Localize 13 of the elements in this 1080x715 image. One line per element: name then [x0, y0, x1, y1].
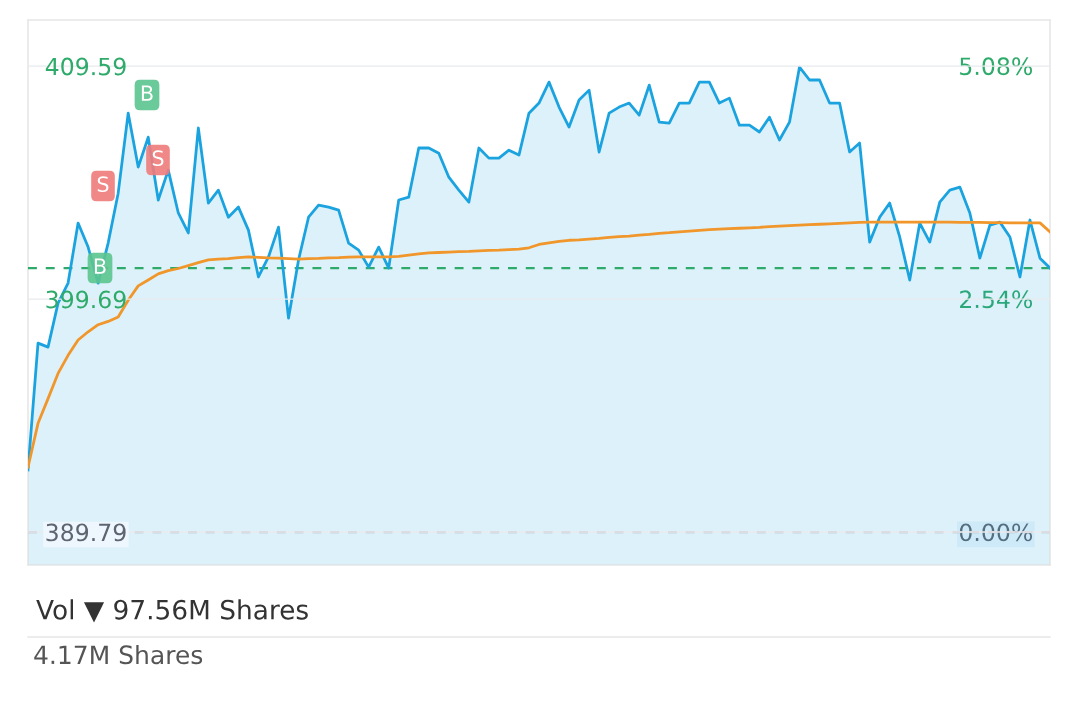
- annotation: S: [152, 150, 164, 167]
- annotation: S: [97, 176, 109, 193]
- text: 4.17M Shares: [34, 644, 203, 665]
- y2-tick-label: 2.54%: [960, 290, 1033, 309]
- annotation: B: [94, 258, 106, 274]
- y-tick-label: 399.69: [46, 290, 126, 309]
- y-tick-label: 409.59: [45, 57, 126, 76]
- annotation: B: [141, 85, 153, 101]
- text: Vol ▼ 97.56M Shares: [36, 599, 308, 623]
- line-series: [28, 220, 1050, 469]
- y2-tick-label: 5.08%: [960, 57, 1033, 76]
- y2-tick-label: 0.00%: [959, 523, 1033, 542]
- y-tick-label: 389.79: [46, 523, 126, 542]
